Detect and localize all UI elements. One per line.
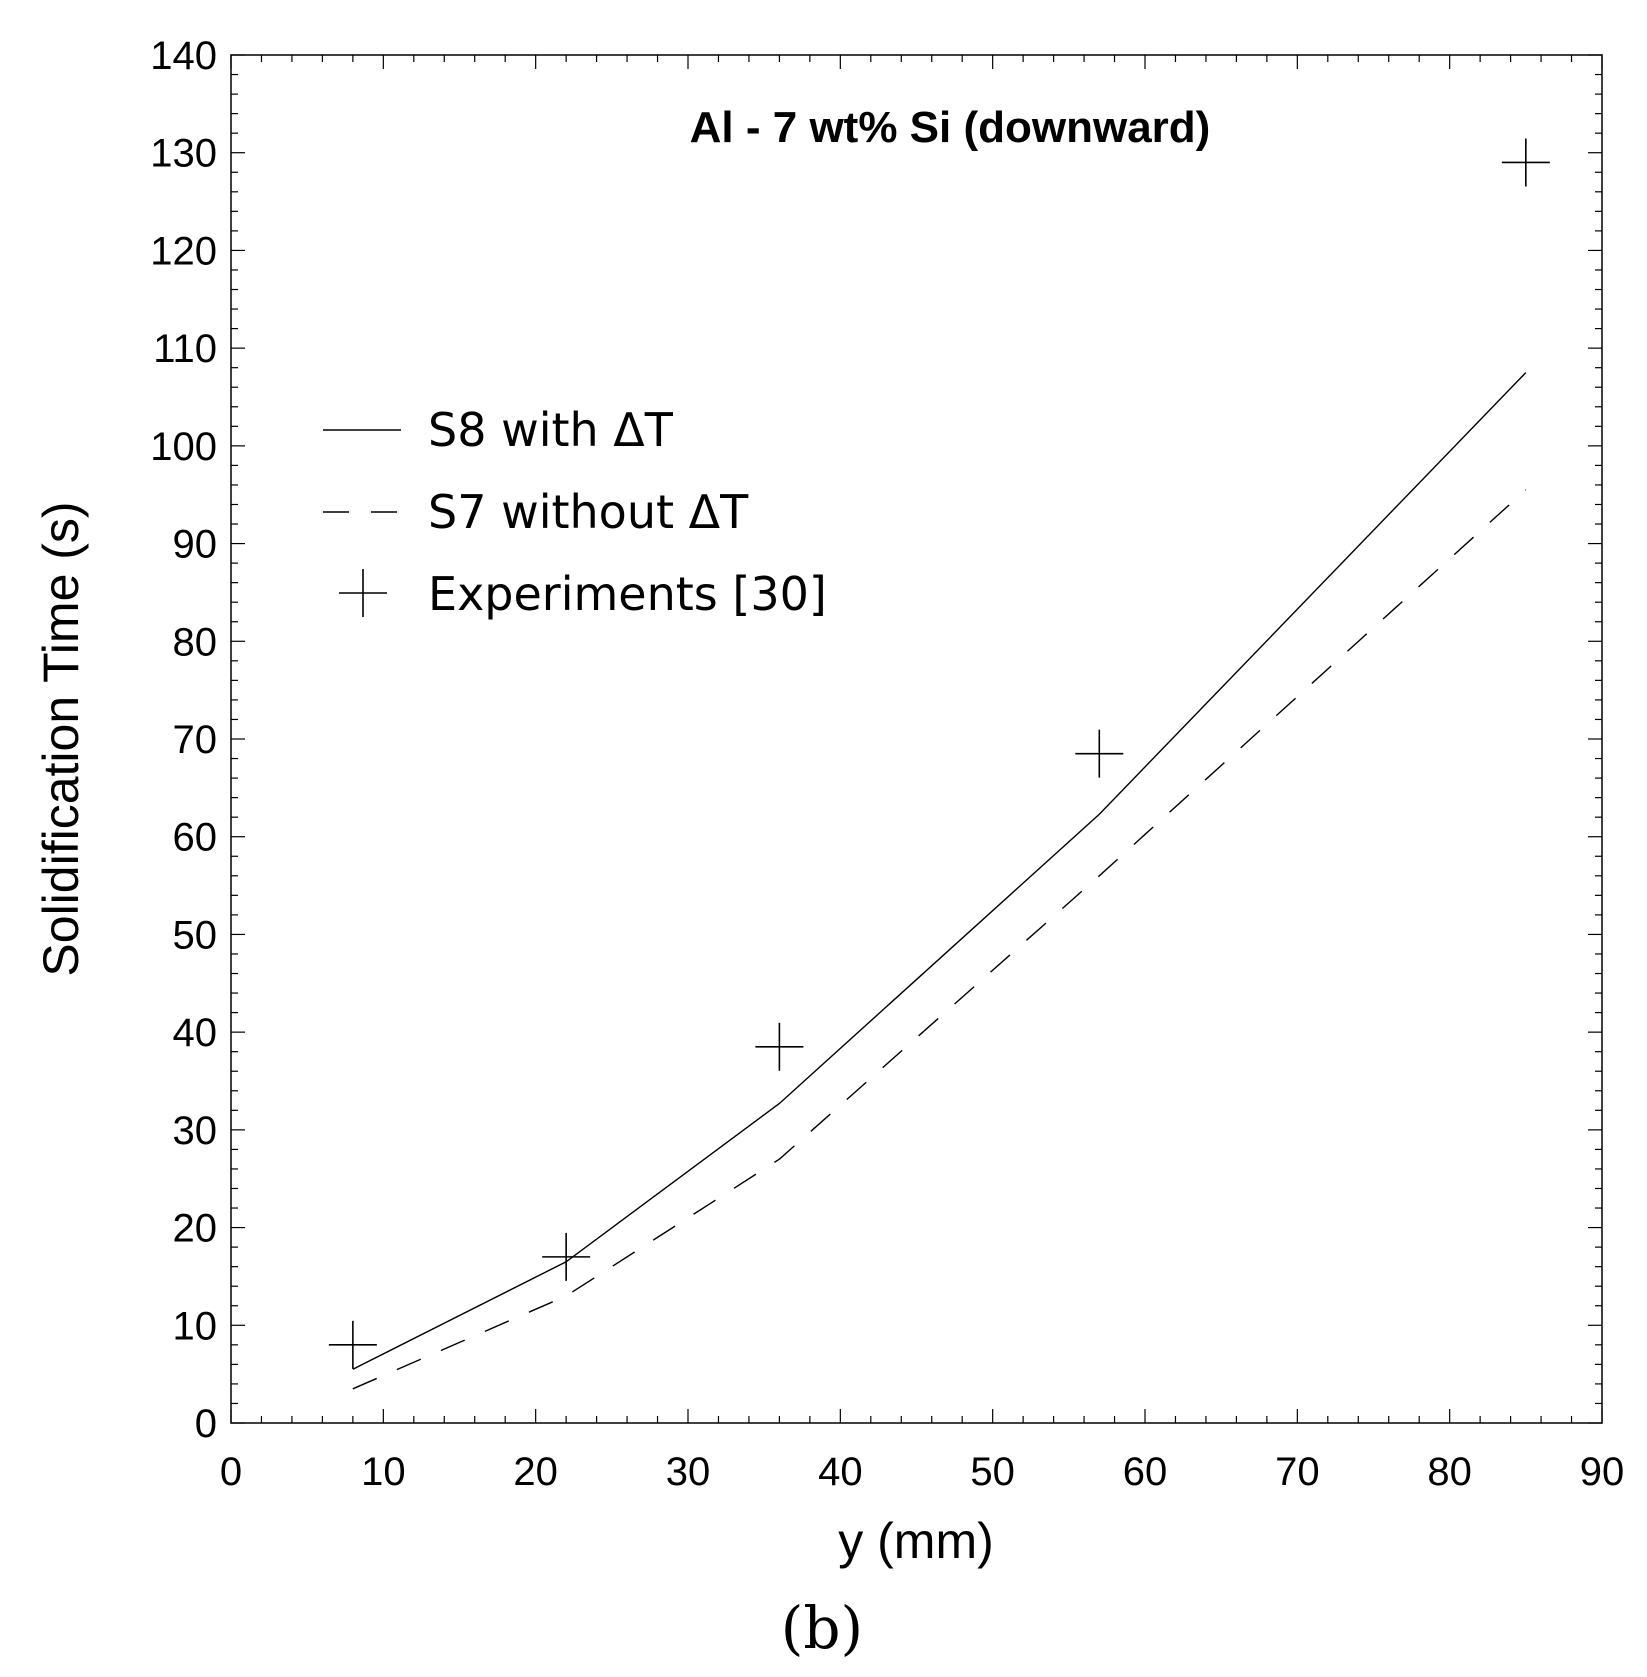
- experiment-point: [755, 1022, 804, 1071]
- y-tick-label: 20: [173, 1207, 218, 1251]
- y-tick-label: 10: [173, 1304, 218, 1348]
- experiment-point: [1501, 138, 1550, 187]
- legend-label-experiments: Experiments [30]: [428, 567, 827, 621]
- y-tick-label: 80: [173, 620, 218, 664]
- x-tick-label: 30: [666, 1450, 711, 1494]
- y-tick-label: 70: [173, 718, 218, 762]
- x-tick-label: 90: [1580, 1450, 1625, 1494]
- series-line-s7: [352, 489, 1527, 1390]
- x-tick-label: 70: [1275, 1450, 1320, 1494]
- chart-title: Al - 7 wt% Si (downward): [690, 103, 1211, 152]
- plot-frame: [230, 54, 1603, 1424]
- y-tick-label: 90: [173, 523, 218, 567]
- y-tick-label: 100: [150, 425, 217, 469]
- y-tick-label: 30: [173, 1109, 218, 1153]
- experiment-point: [1075, 729, 1124, 778]
- legend: S8 with ΔT S7 without ΔT Experiments [30…: [323, 403, 827, 621]
- data-series: [328, 138, 1550, 1390]
- axis-ticks: [230, 54, 1603, 1424]
- x-tick-label: 50: [970, 1450, 1015, 1494]
- y-tick-label: 40: [173, 1011, 218, 1055]
- y-tick-label: 0: [195, 1402, 217, 1446]
- y-tick-label: 120: [150, 229, 217, 273]
- experiment-point: [542, 1232, 591, 1281]
- x-axis-title: y (mm): [838, 1513, 994, 1569]
- legend-label-s7: S7 without ΔT: [428, 485, 749, 539]
- x-tick-label: 20: [513, 1450, 558, 1494]
- experiment-point: [328, 1320, 377, 1369]
- y-tick-label: 130: [150, 132, 217, 176]
- y-tick-label: 140: [150, 34, 217, 78]
- x-tick-label: 80: [1427, 1450, 1472, 1494]
- axis-tick-labels: 0 10 20 30 40 50 60 70 80 90 0 10 20 30 40 50 60 70 80 90 10…: [150, 34, 1624, 1494]
- series-line-s8: [352, 372, 1527, 1370]
- legend-plus-marker: [339, 569, 387, 617]
- y-tick-label: 60: [173, 816, 218, 860]
- y-tick-label: 50: [173, 913, 218, 957]
- x-tick-label: 0: [220, 1450, 242, 1494]
- legend-swatch-plus: [339, 569, 387, 617]
- panel-label: (b): [781, 1594, 863, 1662]
- y-axis-title: Solidification Time (s): [33, 501, 89, 976]
- x-tick-label: 40: [818, 1450, 863, 1494]
- x-tick-label: 60: [1123, 1450, 1168, 1494]
- legend-label-s8: S8 with ΔT: [428, 403, 674, 457]
- y-tick-label: 110: [153, 327, 217, 371]
- x-tick-label: 10: [361, 1450, 406, 1494]
